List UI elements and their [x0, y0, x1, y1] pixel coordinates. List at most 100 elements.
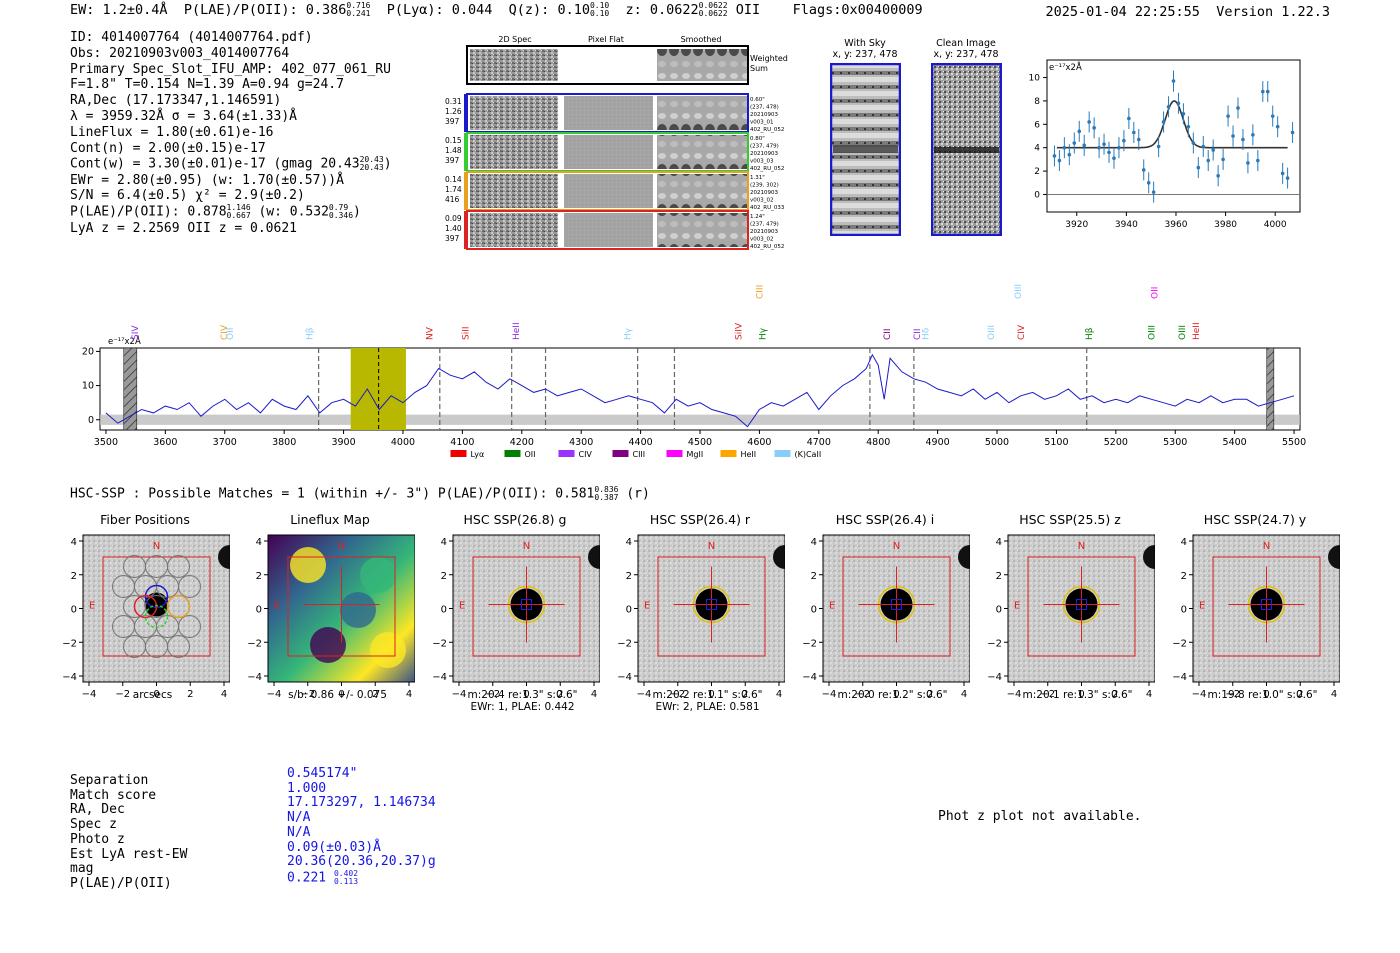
- spectrum-x-tick-label: 4200: [510, 437, 534, 448]
- match-label: mag: [70, 861, 94, 877]
- fit-data-point: [1136, 137, 1141, 142]
- spec-row-right-value: 0.80": [750, 136, 765, 142]
- spec-row-2dspec: [470, 135, 558, 169]
- weighted-sum-label: Weighted Sum: [750, 54, 788, 73]
- hsc-y-tick-label: 0: [996, 605, 1002, 616]
- detection-info: ID: 4014007764 (4014007764.pdf) Obs: 202…: [70, 30, 392, 236]
- spec-row-left-value: 397: [445, 117, 460, 126]
- hsc-panel-image: N E −4 4 −2 2 0 0 2 −2 4 −4: [62, 534, 242, 700]
- fiber-circle: [167, 635, 190, 658]
- spec-row-color-bar: [464, 172, 467, 210]
- center-marker: [1076, 599, 1087, 610]
- fit-y-tick-label: 2: [1034, 167, 1040, 177]
- spec-row-left-value: 1.40: [445, 224, 462, 233]
- hsc-y-tick-label: 0: [811, 605, 817, 616]
- hsc-y-tick-label: −2: [62, 638, 77, 649]
- hsc-panel-caption: m:20.0 re:1.2" s:0.6": [837, 689, 948, 701]
- hsc-x-tick-label: −4: [822, 689, 837, 697]
- spectrum-x-tick-label: 3500: [94, 437, 118, 448]
- legend-label: MgII: [686, 450, 703, 459]
- fit-data-point: [1211, 148, 1215, 152]
- hsc-panel-caption: m:20.4 re:1.3" s:0.6": [467, 689, 578, 701]
- fit-data-point: [1265, 89, 1270, 94]
- spectrum-x-tick-label: 5000: [985, 437, 1009, 448]
- spec-row-right-value: (237, 478): [750, 105, 779, 111]
- legend-swatch: [720, 450, 737, 457]
- spectrum-y-tick-label: 0: [88, 415, 94, 426]
- hsc-panel-caption-2: EWr: 1, PLAE: 0.442: [470, 701, 575, 713]
- legend-swatch: [504, 450, 521, 457]
- legend-swatch: [612, 450, 629, 457]
- info-radec: RA,Dec (17.173347,1.146591): [70, 93, 282, 109]
- fit-unit-label: e⁻¹⁷x2Å: [1049, 61, 1082, 73]
- info-sn: S/N = 6.4(±0.5) χ² = 2.9(±0.2): [70, 188, 305, 204]
- center-marker: [521, 599, 532, 610]
- match-values: 0.545174" 1.000 17.173297, 1.146734 N/A …: [287, 766, 436, 886]
- weighted-sum-smoothed: [657, 49, 747, 81]
- hsc-panel-image: N E −4 4 −2 2 0 0 2 −2 4 −4: [802, 534, 982, 700]
- fit-x-tick-label: 3960: [1165, 220, 1188, 230]
- legend-label: CIV: [578, 450, 592, 459]
- fiber-circle: [178, 615, 201, 638]
- hsc-x-tick-label: 2: [372, 689, 378, 697]
- fit-data-point: [1176, 101, 1181, 106]
- spec-row-pixelflat: [564, 174, 653, 208]
- emission-line-label: OIII: [1014, 284, 1024, 299]
- fit-data-point: [1246, 161, 1250, 165]
- hsc-x-tick-label: 4: [776, 689, 782, 697]
- hsc-x-tick-label: −4: [1007, 689, 1022, 697]
- match-label: Est LyA rest-EW: [70, 846, 188, 862]
- plya-value: P(Lyα): 0.044: [386, 2, 493, 18]
- spec-row-right-value: (237, 479): [750, 144, 779, 150]
- east-label: E: [829, 601, 835, 612]
- fit-data-point: [1216, 173, 1220, 178]
- info-ewr: EWr = 2.80(±0.95) (w: 1.70(±0.57))Å: [70, 172, 344, 188]
- plae-hi: 1.146: [226, 203, 251, 213]
- fit-data-point: [1186, 124, 1191, 129]
- emission-line-label: SiIV: [735, 322, 745, 340]
- match-value: N/A: [287, 824, 311, 840]
- east-label: E: [89, 601, 95, 612]
- spec-row-right-value: v003_02: [750, 198, 774, 204]
- hsc-x-tick-label: −2: [485, 689, 500, 697]
- legend-swatch: [774, 450, 791, 457]
- east-label: E: [644, 601, 650, 612]
- fit-data-point: [1260, 89, 1265, 94]
- lineflux-blob: [360, 557, 396, 593]
- hsc-x-tick-label: −2: [855, 689, 870, 697]
- match-label: Photo z: [70, 831, 125, 847]
- fit-data-point: [1231, 134, 1235, 138]
- match-label: Separation: [70, 773, 149, 788]
- lineflux-blob: [340, 592, 376, 628]
- fit-data-point: [1181, 111, 1186, 116]
- fit-y-tick-label: 0: [1034, 190, 1040, 200]
- match-labels: Separation Match score RA, Dec Spec z Ph…: [70, 773, 188, 892]
- hsc-y-tick-label: 2: [811, 571, 817, 582]
- hsc-y-tick-label: 4: [441, 537, 447, 548]
- emission-line-label: CIV: [220, 324, 230, 340]
- hsc-panel-title: HSC SSP(26.4) i: [835, 512, 935, 527]
- legend-swatch: [666, 450, 683, 457]
- z-hi: 0.0622: [698, 1, 728, 10]
- spectrum-x-tick-label: 5400: [1223, 437, 1247, 448]
- match-label: Match score: [70, 787, 157, 803]
- hsc-y-tick-label: −2: [987, 638, 1002, 649]
- hsc-y-tick-label: 2: [996, 571, 1002, 582]
- match-label: RA, Dec: [70, 802, 125, 818]
- hsc-panel-title: HSC SSP(26.8) g: [463, 512, 567, 527]
- spectrum-highlight-band: [350, 348, 406, 430]
- clean-image-title: Clean Image x, y: 237, 478: [928, 38, 1004, 60]
- hsc-x-tick-label: 2: [557, 689, 563, 697]
- spec-row-right-value: v003_03: [750, 159, 774, 165]
- spectrum-x-tick-label: 3900: [331, 437, 355, 448]
- hsc-y-tick-label: 2: [1181, 571, 1187, 582]
- contw-text: Cont(w) = 3.30(±0.01)e-17 (gmag 20.43: [70, 156, 360, 172]
- hsc-panel: HSC SSP(25.5) z N E −4 4 −2 2 0 0 2 −2 4 −4 m:20.1 re…: [975, 512, 1167, 701]
- spec-row-right-value: v003_01: [750, 120, 774, 126]
- hsc-y-tick-label: −4: [62, 672, 77, 683]
- fit-data-point: [1226, 114, 1230, 118]
- spec-row-right-value: 20210903: [750, 112, 778, 118]
- hsc-x-tick-label: 0: [1263, 689, 1269, 697]
- hsc-x-tick-label: 0: [708, 689, 714, 697]
- hsc-x-tick-label: −2: [670, 689, 685, 697]
